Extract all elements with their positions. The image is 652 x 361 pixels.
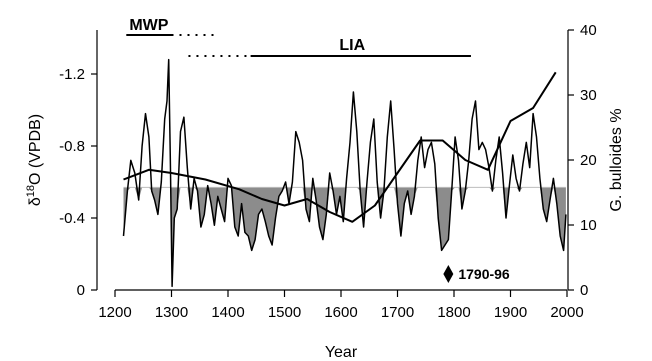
x-tick-label: 1700 [381,304,414,321]
plot-area [122,58,567,288]
y-left-tick-marks: 0 -0.4 -0.8 -1.2 [59,66,97,299]
y-left-tick-label: -1.2 [59,66,85,83]
bulloides-series-line [123,71,557,223]
diamond-marker-icon [443,265,454,283]
y-left-label-delta: δ [27,197,44,206]
x-tick-label: 1200 [98,304,131,321]
y-left-label-rest: O (VPDB) [27,114,44,185]
y-right-tick-label: 0 [580,282,588,299]
y-left-tick-label: -0.4 [59,210,85,227]
d18o-series-line [122,58,567,288]
x-tick-label: 1900 [494,304,527,321]
x-tick-label: 2000 [550,304,583,321]
x-tick-label: 1400 [211,304,244,321]
x-tick-label: 1600 [324,304,357,321]
y-right-tick-label: 30 [580,87,597,104]
y-left-tick-label: -0.8 [59,138,85,155]
marker-label: 1790-96 [458,266,510,282]
y-right-tick-label: 10 [580,217,597,234]
y-left-tick-label: 0 [77,282,85,299]
x-axis-label: Year [325,344,358,361]
x-tick-label: 1500 [268,304,301,321]
x-tick-label: 1300 [155,304,188,321]
y-right-tick-marks: 0 10 20 30 40 [568,22,597,299]
x-tick-marks: 1200 1300 1400 1500 1600 1700 1800 1900 2000 [98,290,584,321]
lia-label: LIA [339,37,365,54]
y-right-axis-label: G. bulloides % [608,108,625,211]
y-left-axis-label: δ18O (VPDB) [25,114,44,206]
y-left-label-superscript: 18 [25,185,37,197]
mwp-label: MWP [129,17,168,34]
x-tick-label: 1800 [437,304,470,321]
y-right-tick-label: 20 [580,152,597,169]
y-right-tick-label: 40 [580,22,597,39]
